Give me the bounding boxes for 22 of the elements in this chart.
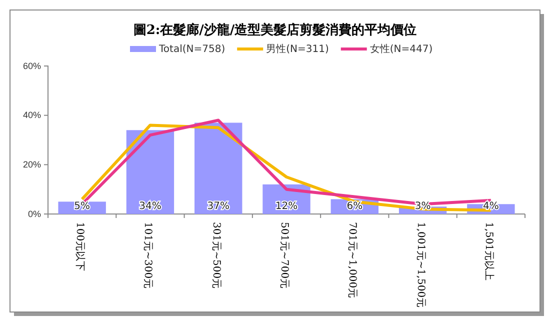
x-tick-label: 301元~500元 [210,222,222,289]
data-label: 34% [139,201,162,212]
x-tick-label: 100元以下 [74,222,86,272]
chart-title: 圖2:在髮廊/沙龍/造型美髮店剪髮消費的平均價位 [133,22,417,38]
legend-label: Total(N=758) [158,44,226,55]
y-tick-label: 0% [28,208,41,219]
x-tick-label: 1,001元~1,500元 [414,222,426,308]
data-label: 5% [74,201,90,212]
x-tick-label: 701元~1,000元 [346,222,358,298]
data-label: 3% [414,201,431,212]
data-label: 37% [207,201,230,212]
y-tick-label: 20% [22,160,41,170]
x-tick-label: 1,501元以上 [482,222,495,281]
data-label: 6% [346,201,363,212]
y-tick-label: 60% [22,60,41,71]
data-label: 12% [275,201,298,212]
y-tick-label: 40% [22,110,41,120]
x-tick-label: 101元~300元 [142,222,154,289]
legend-label: 女性(N=447) [370,43,433,55]
x-tick-label: 501元~700元 [278,222,290,289]
data-label: 4% [482,201,499,212]
legend-label: 男性(N=311) [266,43,329,55]
